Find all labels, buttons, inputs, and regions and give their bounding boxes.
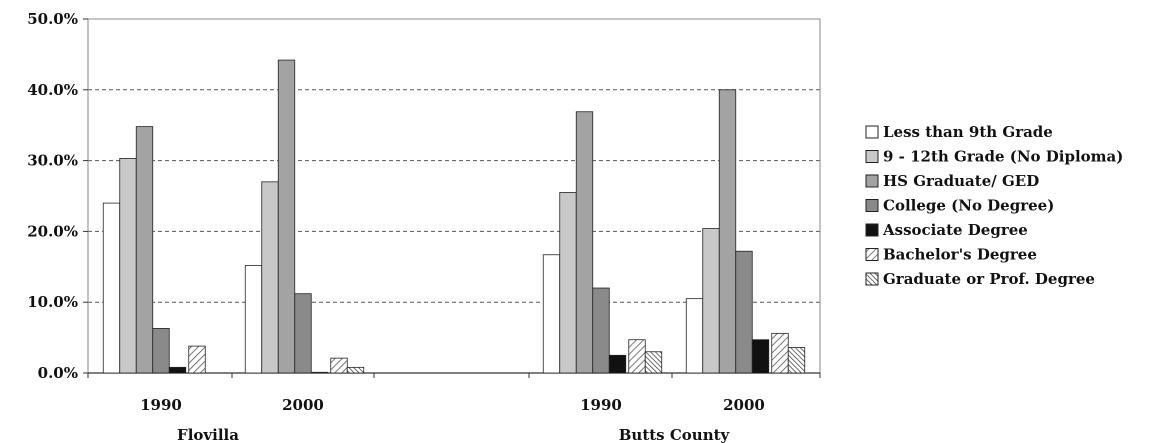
bar	[644, 351, 663, 374]
y-tick-label: 40.0%	[27, 81, 78, 99]
bar	[135, 126, 154, 374]
bar	[735, 250, 753, 374]
x-tick-label: 1990	[140, 396, 182, 414]
bar	[685, 298, 704, 374]
legend-label: College (No Degree)	[883, 197, 1054, 215]
bar	[261, 181, 279, 374]
bar	[119, 158, 137, 374]
axis-labels: 0.0% 10.0% 20.0% 30.0% 40.0% 50.0% 1990 2000 199…	[27, 10, 765, 443]
bar	[277, 59, 296, 374]
bar	[542, 254, 561, 374]
legend-swatch	[865, 150, 879, 163]
y-tick-label: 0.0%	[38, 364, 78, 382]
y-tick-label: 30.0%	[27, 152, 78, 170]
bar	[702, 228, 720, 374]
x-tick-label: 2000	[282, 396, 324, 414]
y-tick-label: 10.0%	[27, 293, 78, 311]
bar	[152, 327, 170, 374]
legend-label: Less than 9th Grade	[883, 123, 1053, 141]
bar	[608, 354, 627, 374]
legend-swatch	[865, 199, 879, 212]
bar	[751, 339, 770, 374]
bar	[787, 347, 806, 374]
bars	[102, 59, 806, 374]
bar	[294, 293, 312, 374]
bar	[168, 366, 187, 374]
legend-label: Associate Degree	[882, 221, 1028, 239]
legend-label: HS Graduate/ GED	[883, 172, 1039, 190]
x-tick-label: 2000	[723, 396, 765, 414]
y-tick-label: 20.0%	[27, 222, 78, 240]
legend: Less than 9th Grade 9 - 12th Grade (No Di…	[865, 123, 1123, 288]
bar	[628, 339, 646, 374]
legend-swatch	[865, 174, 879, 188]
group-label: Flovilla	[177, 426, 239, 443]
x-tick-label: 1990	[580, 396, 622, 414]
legend-swatch	[865, 248, 879, 261]
bar	[244, 264, 263, 374]
bar	[592, 287, 610, 374]
legend-swatch	[865, 223, 879, 237]
bar	[771, 332, 789, 374]
bar	[188, 345, 206, 374]
bar	[575, 111, 594, 374]
legend-label: 9 - 12th Grade (No Diploma)	[883, 148, 1123, 166]
legend-swatch	[865, 125, 879, 139]
bar	[330, 357, 348, 374]
bar	[346, 366, 365, 374]
legend-swatch	[865, 272, 879, 286]
bar	[102, 202, 121, 374]
group-label: Butts County	[619, 426, 731, 443]
y-tick-label: 50.0%	[27, 10, 78, 28]
legend-label: Bachelor's Degree	[883, 246, 1037, 264]
bar	[718, 89, 737, 374]
bar	[559, 192, 577, 374]
legend-label: Graduate or Prof. Degree	[883, 270, 1095, 288]
bar	[310, 371, 329, 374]
